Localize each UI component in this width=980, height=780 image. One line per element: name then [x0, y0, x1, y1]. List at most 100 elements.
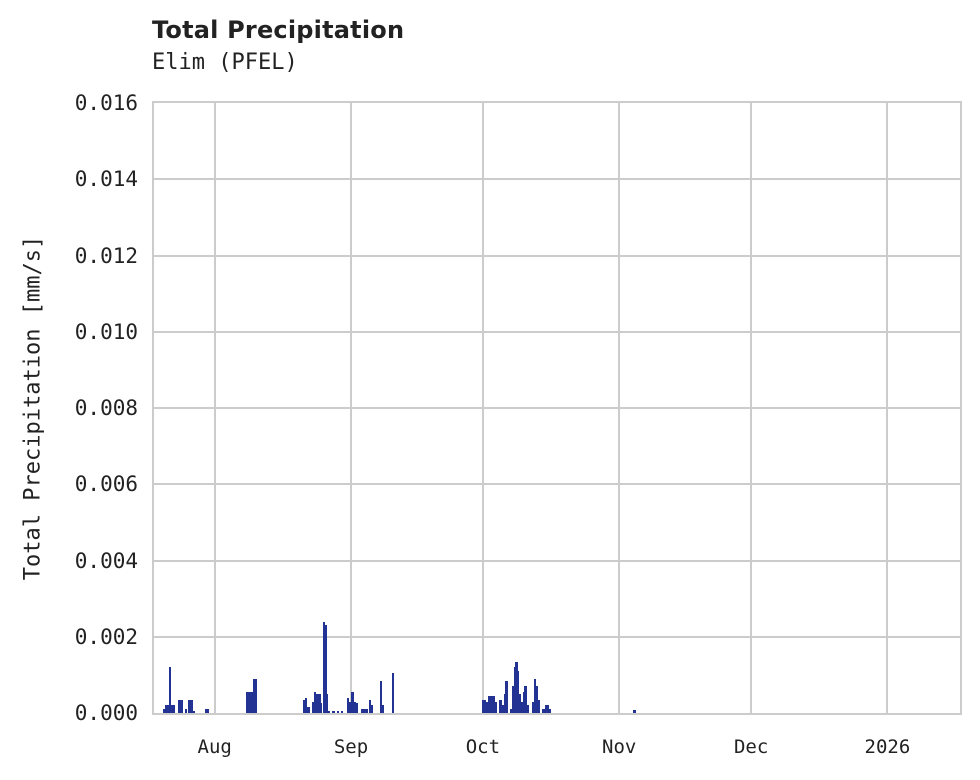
precip-bar [524, 686, 527, 713]
precip-bar [512, 686, 515, 713]
precip-bar [340, 711, 344, 713]
gridline-horizontal [154, 635, 960, 638]
x-tick-label: Sep [333, 736, 369, 758]
precip-bar [510, 709, 513, 713]
precip-bar [192, 711, 195, 713]
precip-bar [490, 695, 493, 713]
precip-bar [332, 711, 335, 713]
precip-bar [505, 680, 508, 713]
precip-bar [537, 699, 540, 713]
y-tick-label: 0.002 [74, 624, 138, 649]
gridline-horizontal [154, 483, 960, 486]
gridline-horizontal [154, 559, 960, 562]
precip-bar [522, 692, 525, 713]
y-tick-label: 0.014 [74, 167, 138, 192]
gridline-vertical [886, 103, 889, 713]
precip-bar [546, 705, 550, 713]
y-tick-label: 0.012 [74, 243, 138, 268]
precip-bar [326, 693, 329, 713]
precip-bar [304, 697, 308, 713]
precip-bar [178, 699, 181, 713]
precip-bar [302, 699, 306, 713]
precip-bar [520, 701, 523, 713]
y-tick-label: 0.004 [74, 548, 138, 573]
precip-bar [542, 709, 545, 713]
chart-title: Total Precipitation [152, 16, 405, 44]
precip-bar [172, 705, 175, 713]
y-tick-label: 0.010 [74, 319, 138, 344]
precip-bar [351, 692, 354, 713]
precip-bar [165, 705, 168, 713]
x-tick-label: 2026 [864, 736, 911, 758]
precip-bar [311, 701, 314, 713]
precip-bar [535, 686, 539, 713]
precip-bar [516, 671, 520, 713]
precip-bar [187, 699, 191, 713]
y-tick-label: 0.016 [74, 91, 138, 115]
precip-bar [518, 693, 522, 713]
precip-bar [206, 709, 210, 713]
x-tick-label: Oct [465, 736, 501, 758]
precip-bar [391, 672, 394, 713]
precip-bar [250, 692, 254, 713]
y-tick-label: 0.008 [74, 396, 138, 420]
x-tick-label: Dec [733, 736, 769, 758]
precip-bar [307, 707, 310, 713]
precip-bar [348, 701, 352, 713]
plot-area [152, 101, 962, 715]
precip-bar [324, 625, 327, 713]
precip-bar [319, 703, 323, 713]
precip-bar [488, 695, 491, 713]
precip-bar [379, 680, 383, 713]
precip-bar [526, 705, 529, 713]
precip-bar [253, 678, 256, 713]
precip-bar [544, 705, 547, 713]
precip-bar [168, 667, 172, 713]
precip-bar [548, 709, 551, 713]
precip-bar [167, 705, 170, 713]
precip-bar [492, 695, 496, 713]
y-tick-label: 0.000 [74, 701, 138, 725]
precip-bar [327, 711, 331, 713]
precip-bar [486, 701, 489, 713]
x-tick-label: Nov [602, 736, 637, 758]
precip-bar [483, 699, 487, 713]
precip-bar [180, 699, 183, 713]
precip-bar [162, 709, 166, 713]
precip-bar [501, 705, 504, 713]
gridline-vertical [618, 103, 621, 713]
gridline-horizontal [154, 407, 960, 409]
precip-bar [322, 621, 325, 713]
precip-bar [515, 661, 518, 713]
precip-bar [170, 705, 173, 713]
gridline-vertical [213, 103, 216, 713]
precip-bar [315, 693, 319, 713]
precip-bar [499, 699, 502, 713]
precip-bar [370, 705, 374, 713]
precip-bar [368, 699, 372, 713]
chart-subtitle: Elim (PFEL) [152, 50, 298, 75]
precip-bar [346, 697, 350, 713]
precip-bar [532, 701, 535, 713]
precip-bar [494, 701, 498, 713]
precip-bar [503, 693, 507, 713]
gridline-vertical [750, 103, 753, 713]
precip-bar [360, 709, 364, 713]
precip-bar [353, 701, 356, 713]
precip-bar [318, 693, 321, 713]
precip-bar [534, 678, 537, 713]
precip-bar [184, 709, 188, 713]
gridline-horizontal [154, 330, 960, 333]
y-axis-label: Total Precipitation [mm/s] [20, 235, 46, 581]
precip-bar [254, 678, 258, 713]
gridline-vertical [481, 103, 484, 713]
precip-bar [190, 699, 193, 713]
gridline-vertical [349, 103, 352, 713]
precip-bar [381, 705, 385, 713]
precip-bar [481, 699, 485, 713]
precip-bar [336, 711, 339, 713]
gridline-horizontal [154, 178, 960, 181]
precip-bar [365, 709, 368, 713]
precip-bar [204, 709, 208, 713]
x-tick-label: Aug [197, 736, 232, 758]
